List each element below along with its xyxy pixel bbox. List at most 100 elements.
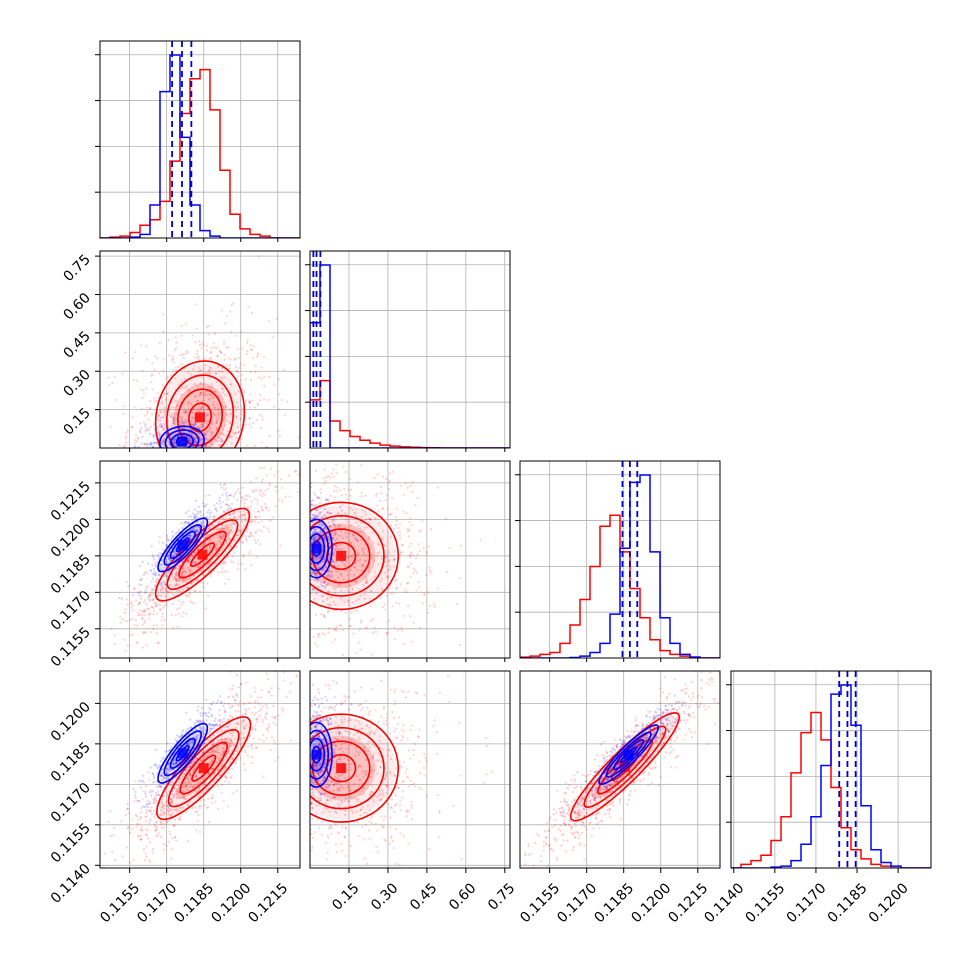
scatter-point [158, 541, 160, 543]
scatter-point [224, 709, 226, 711]
scatter-point [282, 710, 284, 712]
scatter-point [206, 449, 208, 451]
scatter-point [237, 375, 239, 377]
scatter-point [249, 496, 251, 498]
scatter-point [125, 435, 127, 437]
scatter-point [322, 632, 324, 634]
scatter-point [151, 581, 153, 583]
scatter-point [398, 603, 400, 605]
scatter-point [371, 653, 373, 655]
scatter-point [144, 614, 146, 616]
scatter-point [172, 455, 174, 457]
scatter-point [373, 449, 375, 451]
scatter-point [176, 451, 178, 453]
scatter-point [213, 504, 215, 506]
scatter-point [249, 401, 251, 403]
scatter-point [189, 600, 191, 602]
scatter-point [152, 598, 154, 600]
scatter-point [197, 356, 199, 358]
scatter-point [180, 354, 182, 356]
scatter-point [200, 515, 202, 517]
scatter-point [151, 564, 153, 566]
scatter-point [238, 357, 240, 359]
scatter-point [152, 628, 154, 630]
scatter-point [371, 618, 373, 620]
scatter-point [280, 478, 282, 480]
scatter-point [385, 478, 387, 480]
scatter-point [342, 465, 344, 467]
scatter-point [229, 715, 231, 717]
scatter-point [258, 529, 260, 531]
scatter-point [301, 553, 303, 555]
scatter-point [300, 530, 302, 532]
scatter-point [170, 374, 172, 376]
scatter-point [427, 612, 429, 614]
scatter-point [242, 703, 244, 705]
scatter-point [259, 399, 261, 401]
scatter-point [236, 499, 238, 501]
scatter-point [178, 451, 180, 453]
scatter-point [303, 575, 305, 577]
scatter-point [245, 752, 247, 754]
scatter-point [423, 547, 425, 549]
scatter-point [258, 458, 260, 460]
scatter-point [318, 633, 320, 635]
scatter-point [189, 452, 191, 454]
scatter-point [268, 320, 270, 322]
scatter-point [244, 568, 246, 570]
scatter-point [163, 619, 165, 621]
scatter-point [200, 805, 202, 807]
scatter-point [349, 478, 351, 480]
scatter-point [410, 551, 412, 553]
scatter-point [417, 497, 419, 499]
scatter-point [246, 350, 248, 352]
scatter-point [408, 521, 410, 523]
scatter-point [134, 443, 136, 445]
scatter-point [90, 683, 92, 685]
scatter-point [131, 426, 133, 428]
scatter-point [360, 464, 362, 466]
scatter-point [161, 616, 163, 618]
scatter-point [261, 378, 263, 380]
scatter-point [89, 652, 91, 654]
density-peak-red [336, 551, 346, 561]
scatter-point [257, 539, 259, 541]
scatter-point [249, 536, 251, 538]
scatter-point [158, 574, 160, 576]
scatter-point [306, 517, 308, 519]
scatter-point [429, 570, 431, 572]
scatter-point [169, 833, 171, 835]
scatter-point [175, 452, 177, 454]
scatter-point [246, 342, 248, 344]
scatter-point [164, 458, 166, 460]
scatter-point [203, 804, 205, 806]
scatter-point [142, 370, 144, 372]
scatter-point [167, 458, 169, 460]
scatter-point [266, 706, 268, 708]
scatter-point [262, 705, 264, 707]
scatter-point [360, 649, 362, 651]
scatter-point [301, 552, 303, 554]
scatter-point [248, 553, 250, 555]
scatter-point [143, 622, 145, 624]
scatter-point [149, 613, 151, 615]
scatter-point [239, 363, 241, 365]
scatter-point [403, 494, 405, 496]
scatter-point [111, 628, 113, 630]
scatter-point [202, 344, 204, 346]
scatter-point [303, 412, 305, 414]
scatter-point [171, 356, 173, 358]
scatter-point [177, 452, 179, 454]
scatter-point [231, 503, 233, 505]
scatter-point [189, 459, 191, 461]
scatter-point [264, 494, 266, 496]
scatter-point [223, 561, 225, 563]
scatter-point [181, 457, 183, 459]
scatter-point [306, 538, 308, 540]
scatter-point [183, 357, 185, 359]
scatter-point [306, 545, 308, 547]
scatter-point [142, 647, 144, 649]
scatter-point [216, 347, 218, 349]
scatter-point [189, 593, 191, 595]
